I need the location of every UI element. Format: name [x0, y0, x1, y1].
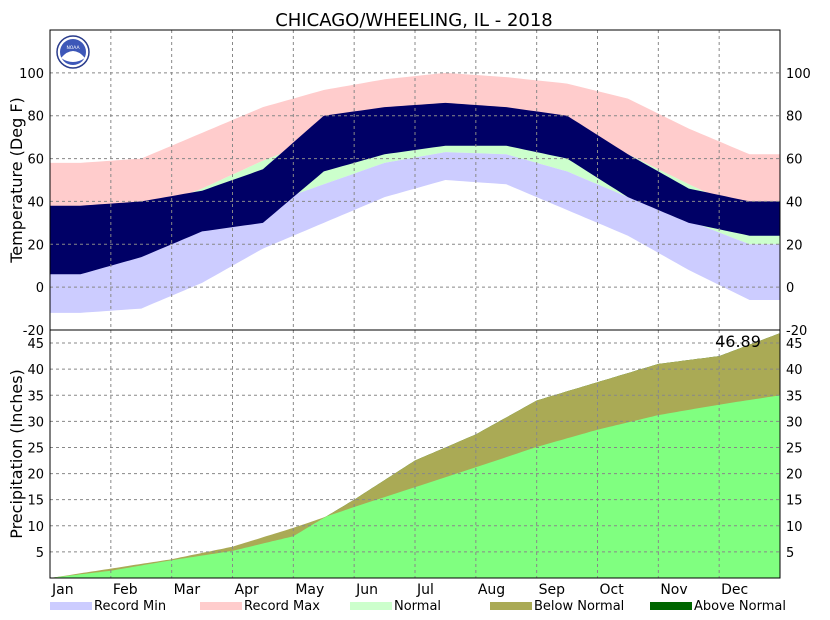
- temperature-tick-label-right: 0: [786, 281, 794, 296]
- precipitation-tick-label-left: 45: [27, 337, 44, 352]
- month-label: Oct: [600, 582, 625, 598]
- month-label: Feb: [113, 582, 138, 598]
- month-label: Apr: [235, 582, 259, 598]
- precipitation-tick-label-left: 15: [27, 494, 44, 509]
- legend-label: Record Min: [94, 599, 166, 614]
- precipitation-grid: [50, 330, 780, 578]
- temperature-tick-label-left: 60: [27, 153, 44, 168]
- month-label: Aug: [478, 582, 505, 598]
- month-label: Jul: [416, 582, 434, 598]
- precipitation-tick-label-left: 30: [27, 415, 44, 430]
- precipitation-panel: 5 5 10 10 15 15 20 20 25 25 30 30 35 35 40 40 45 45 Preci…: [7, 329, 803, 579]
- precipitation-tick-label-right: 35: [786, 389, 803, 404]
- svg-text:NOAA: NOAA: [66, 45, 80, 51]
- chart-title: CHICAGO/WHEELING, IL - 2018: [275, 10, 553, 31]
- temperature-tick-label-right: 20: [786, 238, 803, 253]
- legend-item: Record Max: [200, 599, 320, 614]
- month-axis: Jan Feb Mar Apr May Jun Jul Aug Sep Oct Nov Dec: [51, 582, 748, 598]
- noaa-logo: NOAA: [56, 35, 90, 69]
- month-label: May: [295, 582, 324, 598]
- legend-item: Above Normal: [650, 599, 786, 614]
- legend-swatch: [490, 602, 532, 610]
- temperature-ylabel: Temperature (Deg F): [7, 97, 26, 264]
- temperature-tick-label-left: 40: [27, 195, 44, 210]
- temperature-tick-label-right: 40: [786, 195, 803, 210]
- legend-label: Record Max: [244, 599, 320, 614]
- precipitation-total-label: 46.89: [715, 332, 761, 351]
- precipitation-ticks: 5 5 10 10 15 15 20 20 25 25 30 30 35 35 40 40 45 45: [27, 337, 802, 561]
- legend-swatch: [650, 602, 692, 610]
- precipitation-tick-label-right: 15: [786, 494, 803, 509]
- precipitation-tick-label-left: 25: [27, 441, 44, 456]
- temperature-tick-label-left: 0: [36, 281, 44, 296]
- precipitation-tick-label-right: 20: [786, 468, 803, 483]
- temperature-tick-label-right: -20: [786, 324, 807, 339]
- legend-item: Record Min: [50, 599, 166, 614]
- temperature-tick-label-right: 80: [786, 110, 803, 125]
- legend: Record Min Record Max Normal Below Normal Ab…: [50, 599, 786, 614]
- legend-swatch: [200, 602, 242, 610]
- temperature-tick-label-left: 80: [27, 110, 44, 125]
- temperature-grid: [50, 30, 780, 330]
- legend-swatch: [350, 602, 392, 610]
- month-label: Jun: [355, 582, 378, 598]
- temperature-ticks: -20 -20 0 0 20 20 40 40 60 60 80 80 100 100: [19, 67, 811, 339]
- legend-swatch: [50, 602, 92, 610]
- precipitation-ylabel: Precipitation (Inches): [7, 369, 26, 539]
- precipitation-tick-label-left: 10: [27, 520, 44, 535]
- temperature-tick-label-left: 100: [19, 67, 44, 82]
- legend-label: Above Normal: [694, 599, 786, 614]
- precipitation-tick-label-right: 45: [786, 337, 803, 352]
- precipitation-tick-label-left: 5: [36, 546, 44, 561]
- precipitation-tick-label-right: 10: [786, 520, 803, 535]
- temperature-panel: -20 -20 0 0 20 20 40 40 60 60 80 80 100 100 Temperatu…: [7, 29, 811, 339]
- precipitation-tick-label-right: 30: [786, 415, 803, 430]
- legend-label: Below Normal: [534, 599, 624, 614]
- precipitation-tick-label-right: 5: [786, 546, 794, 561]
- month-label: Jan: [51, 582, 74, 598]
- legend-item: Normal: [350, 599, 441, 614]
- temperature-tick-label-right: 60: [786, 153, 803, 168]
- legend-label: Normal: [394, 599, 441, 614]
- month-label: Dec: [721, 582, 748, 598]
- precipitation-tick-label-right: 25: [786, 441, 803, 456]
- precipitation-tick-label-left: 35: [27, 389, 44, 404]
- month-label: Sep: [539, 582, 566, 598]
- month-label: Nov: [660, 582, 687, 598]
- legend-item: Below Normal: [490, 599, 624, 614]
- month-label: Mar: [174, 582, 201, 598]
- precipitation-tick-label-left: 20: [27, 468, 44, 483]
- precipitation-tick-label-left: 40: [27, 363, 44, 378]
- temperature-tick-label-left: -20: [23, 324, 44, 339]
- temperature-tick-label-right: 100: [786, 67, 811, 82]
- precipitation-tick-label-right: 40: [786, 363, 803, 378]
- precipitation-frame: [49, 329, 781, 579]
- temperature-tick-label-left: 20: [27, 238, 44, 253]
